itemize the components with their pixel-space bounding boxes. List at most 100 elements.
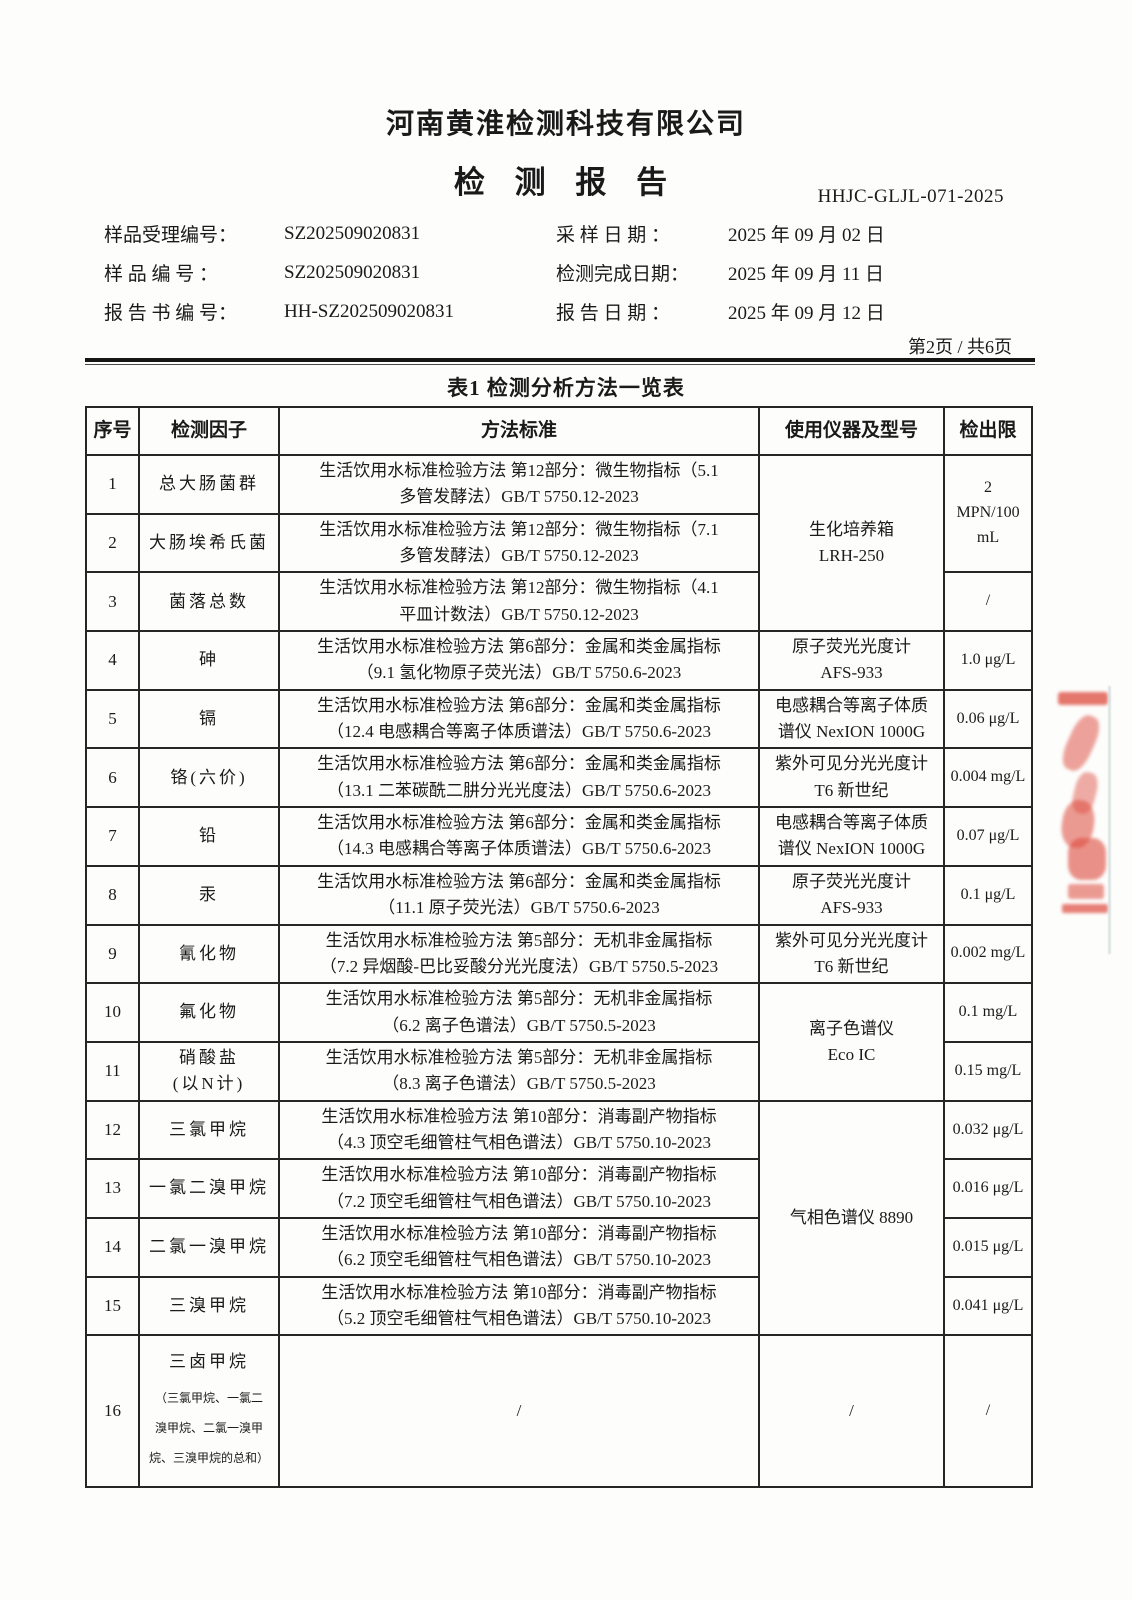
cell-method: 生活饮用水标准检验方法 第10部分：消毒副产物指标 （7.2 顶空毛细管柱气相色… [278, 1158, 760, 1219]
cell-factor: 三溴甲烷 [138, 1275, 280, 1337]
cell-limit: 0.1 mg/L [943, 982, 1033, 1043]
cell-factor: 三卤甲烷 （三氯甲烷、一氯二 溴甲烷、二氯一溴甲 烷、三溴甲烷的总和） [138, 1334, 280, 1489]
cell-method: 生活饮用水标准检验方法 第5部分：无机非金属指标 （8.3 离子色谱法）GB/T… [278, 1040, 760, 1102]
cell-factor: 总大肠菌群 [138, 454, 280, 515]
table-header-row: 序号 检测因子 方法标准 使用仪器及型号 检出限 [85, 406, 1033, 456]
methods-table: 序号 检测因子 方法标准 使用仪器及型号 检出限 1 总大肠菌群 生活饮用水标准… [85, 406, 1033, 1489]
cell-factor: 一氯二溴甲烷 [138, 1158, 280, 1219]
table-row: 4 砷 生活饮用水标准检验方法 第6部分：金属和类金属指标 （9.1 氢化物原子… [85, 630, 1033, 691]
table-row: 13 一氯二溴甲烷 生活饮用水标准检验方法 第10部分：消毒副产物指标 （7.2… [85, 1158, 1033, 1219]
table-row: 9 氰化物 生活饮用水标准检验方法 第5部分：无机非金属指标 （7.2 异烟酸-… [85, 923, 1033, 985]
cell-no: 9 [85, 923, 140, 985]
red-seal-fragment [1068, 838, 1106, 880]
test-complete-date-label: 检测完成日期： [556, 264, 690, 285]
cell-method: 生活饮用水标准检验方法 第6部分：金属和类金属指标 （9.1 氢化物原子荧光法）… [278, 630, 760, 691]
cell-limit: 0.1 μg/L [943, 864, 1033, 926]
cell-factor: 铅 [138, 806, 280, 867]
cell-method: 生活饮用水标准检验方法 第10部分：消毒副产物指标 （5.2 顶空毛细管柱气相色… [278, 1275, 760, 1337]
table-row: 11 硝酸盐 (以N计) 生活饮用水标准检验方法 第5部分：无机非金属指标 （8… [85, 1040, 1033, 1102]
cell-limit: 0.016 μg/L [943, 1158, 1033, 1219]
info-row-1: 样品受理编号： SZ202509020831 采 样 日 期 ： 2025 年 … [104, 214, 1054, 253]
table-row: 1 总大肠菌群 生活饮用水标准检验方法 第12部分：微生物指标（5.1 多管发酵… [85, 453, 1033, 633]
col-header-factor: 检测因子 [138, 406, 280, 456]
cell-no: 4 [85, 630, 140, 691]
cell-factor: 汞 [138, 864, 280, 926]
col-header-method: 方法标准 [278, 406, 760, 456]
scan-artifact-line [1108, 686, 1111, 954]
cell-factor: 硝酸盐 (以N计) [138, 1040, 280, 1102]
cell-method: 生活饮用水标准检验方法 第6部分：金属和类金属指标 （13.1 二苯碳酰二肼分光… [278, 747, 760, 809]
sample-accept-no-label: 样品受理编号： [104, 225, 238, 246]
table-row: 14 二氯一溴甲烷 生活饮用水标准检验方法 第10部分：消毒副产物指标 （6.2… [85, 1216, 1033, 1278]
red-seal-fragment [1062, 904, 1108, 913]
report-no-label: 报 告 书 编 号： [104, 303, 238, 324]
cell-no: 6 [85, 747, 140, 809]
cell-no: 14 [85, 1216, 140, 1278]
cell-factor: 菌落总数 [138, 571, 280, 633]
report-date-value: 2025 年 09 月 12 日 [728, 303, 885, 324]
cell-instrument: 生化培养箱 LRH-250 [758, 453, 945, 633]
cell-factor: 砷 [138, 630, 280, 691]
table-row: 8 汞 生活饮用水标准检验方法 第6部分：金属和类金属指标 （11.1 原子荧光… [85, 864, 1033, 926]
table-row: 10 氟化物 生活饮用水标准检验方法 第5部分：无机非金属指标 （6.2 离子色… [85, 982, 1033, 1102]
cell-limit: 0.002 mg/L [943, 923, 1033, 985]
cell-method: 生活饮用水标准检验方法 第5部分：无机非金属指标 （7.2 异烟酸-巴比妥酸分光… [278, 923, 760, 985]
page-number: 第2页 / 共6页 [907, 337, 1012, 357]
cell-no: 12 [85, 1099, 140, 1161]
table-row: 2 大肠埃希氏菌 生活饮用水标准检验方法 第12部分：微生物指标（7.1 多管发… [85, 512, 1032, 574]
sampling-date-value: 2025 年 09 月 02 日 [728, 225, 885, 246]
cell-method: / [278, 1334, 760, 1489]
cell-no: 11 [85, 1040, 140, 1102]
cell-no: 15 [85, 1275, 140, 1337]
cell-instrument: 紫外可见分光光度计 T6 新世纪 [758, 747, 945, 809]
col-header-instrument: 使用仪器及型号 [758, 406, 945, 456]
cell-no: 1 [85, 454, 140, 515]
cell-factor: 铬(六价) [138, 747, 280, 809]
cell-limit: 0.041 μg/L [943, 1275, 1033, 1337]
page-title: 检 测 报 告 [453, 165, 679, 200]
table-row: 5 镉 生活饮用水标准检验方法 第6部分：金属和类金属指标 （12.4 电感耦合… [85, 688, 1033, 750]
cell-instrument: 电感耦合等离子体质 谱仪 NexION 1000G [758, 806, 945, 867]
sample-info-block: 样品受理编号： SZ202509020831 采 样 日 期 ： 2025 年 … [104, 214, 1054, 331]
header-divider [85, 358, 1035, 362]
cell-no: 10 [85, 982, 140, 1043]
cell-limit: 1.0 μg/L [943, 630, 1033, 691]
cell-limit: 0.015 μg/L [943, 1216, 1033, 1278]
table-row: 3 菌落总数 生活饮用水标准检验方法 第12部分：微生物指标（4.1 平皿计数法… [85, 571, 1033, 633]
red-seal-fragment [1068, 884, 1104, 899]
cell-method: 生活饮用水标准检验方法 第6部分：金属和类金属指标 （12.4 电感耦合等离子体… [278, 688, 760, 750]
cell-limit: / [943, 1334, 1033, 1489]
cell-instrument: 紫外可见分光光度计 T6 新世纪 [758, 923, 945, 985]
table-row: 6 铬(六价) 生活饮用水标准检验方法 第6部分：金属和类金属指标 （13.1 … [85, 747, 1033, 809]
cell-limit: 0.032 μg/L [943, 1099, 1033, 1161]
cell-method: 生活饮用水标准检验方法 第10部分：消毒副产物指标 （6.2 顶空毛细管柱气相色… [278, 1216, 760, 1278]
col-header-seq: 序号 [85, 406, 140, 456]
cell-method: 生活饮用水标准检验方法 第12部分：微生物指标（4.1 平皿计数法）GB/T 5… [278, 571, 760, 633]
cell-factor: 氟化物 [138, 982, 280, 1043]
cell-limit: / [943, 571, 1033, 633]
cell-factor: 镉 [138, 688, 280, 750]
cell-no: 7 [85, 806, 140, 867]
cell-limit: 0.15 mg/L [943, 1040, 1033, 1102]
cell-no: 3 [85, 571, 140, 633]
cell-factor: 二氯一溴甲烷 [138, 1216, 280, 1278]
sampling-date-label: 采 样 日 期 ： [556, 225, 671, 246]
report-date-label: 报 告 日 期 ： [556, 303, 671, 324]
cell-method: 生活饮用水标准检验方法 第6部分：金属和类金属指标 （14.3 电感耦合等离子体… [278, 806, 760, 867]
table-row: 12 三氯甲烷 生活饮用水标准检验方法 第10部分：消毒副产物指标 （4.3 顶… [85, 1099, 1033, 1337]
cell-method: 生活饮用水标准检验方法 第10部分：消毒副产物指标 （4.3 顶空毛细管柱气相色… [278, 1099, 760, 1161]
sample-no-value: SZ202509020831 [284, 261, 421, 283]
table-row: 15 三溴甲烷 生活饮用水标准检验方法 第10部分：消毒副产物指标 （5.2 顶… [85, 1275, 1033, 1337]
cell-method: 生活饮用水标准检验方法 第12部分：微生物指标（5.1 多管发酵法）GB/T 5… [278, 454, 760, 515]
cell-instrument: / [758, 1334, 945, 1489]
info-row-3: 报 告 书 编 号： HH-SZ202509020831 报 告 日 期 ： 2… [104, 292, 1054, 331]
test-complete-date-value: 2025 年 09 月 11 日 [728, 264, 885, 285]
report-no-value: HH-SZ202509020831 [284, 300, 454, 322]
cell-method: 生活饮用水标准检验方法 第12部分：微生物指标（7.1 多管发酵法）GB/T 5… [278, 512, 760, 574]
cell-instrument: 原子荧光光度计 AFS-933 [758, 630, 945, 691]
factor-name: 三卤甲烷 [169, 1352, 249, 1372]
company-name: 河南黄淮检测科技有限公司 [385, 109, 746, 140]
cell-no: 2 [85, 512, 140, 574]
sample-no-label: 样 品 编 号 ： [104, 264, 219, 285]
